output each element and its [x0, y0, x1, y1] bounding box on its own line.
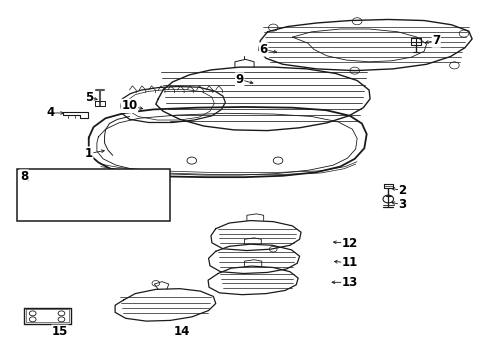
Text: 13: 13: [341, 276, 357, 289]
Text: 2: 2: [398, 184, 406, 197]
Text: 1: 1: [84, 147, 93, 160]
Text: 9: 9: [235, 73, 244, 86]
Text: 8: 8: [20, 170, 28, 183]
Text: 3: 3: [398, 198, 406, 211]
Bar: [17, 170, 170, 221]
Text: 4: 4: [46, 107, 55, 120]
Text: 15: 15: [52, 325, 68, 338]
Text: 5: 5: [84, 91, 93, 104]
Text: 10: 10: [121, 99, 137, 112]
Text: 7: 7: [431, 34, 439, 47]
Text: 12: 12: [341, 237, 357, 250]
Text: 6: 6: [259, 43, 267, 56]
Text: 14: 14: [174, 325, 190, 338]
Text: 11: 11: [341, 256, 357, 269]
